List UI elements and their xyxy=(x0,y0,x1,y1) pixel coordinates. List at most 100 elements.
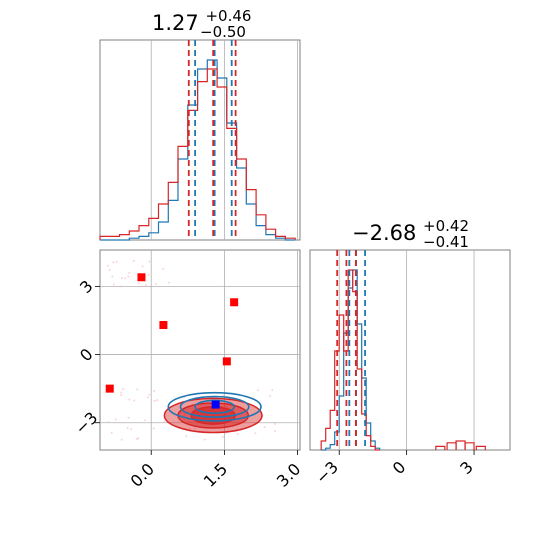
histogram-param-1-bars xyxy=(99,59,296,241)
faint-sample-top-17 xyxy=(108,268,111,271)
faint-sample-top-19 xyxy=(148,260,151,263)
faint-sample-56 xyxy=(135,437,138,440)
joint-faint-samples xyxy=(106,259,277,441)
blue-square-marker xyxy=(211,400,220,409)
faint-sample-3 xyxy=(120,393,123,396)
faint-sample-27 xyxy=(185,435,188,438)
x-tick-label-0: −3 xyxy=(312,457,342,487)
blue-contour-1 xyxy=(179,395,250,418)
histogram-param-2-quantile-lines xyxy=(336,250,366,450)
faint-sample-36 xyxy=(153,399,156,402)
histogram-param-2: −3 0 3 −2.68 +0.42 −0.41 xyxy=(309,217,511,488)
faint-sample-19 xyxy=(133,399,136,402)
histogram-param-2-x-ticks: −3 0 3 xyxy=(312,450,477,488)
joint-y-tick-label-2: 3 xyxy=(76,276,97,297)
histogram-param-2-title: −2.68 +0.42 xyxy=(352,217,469,245)
faint-sample-34 xyxy=(152,427,155,430)
joint-y-tick-label-1: 0 xyxy=(76,345,97,366)
title-1-upper: +0.46 xyxy=(205,7,251,25)
hist-red xyxy=(99,68,296,240)
faint-sample-57 xyxy=(120,438,123,441)
faint-sample-top-2 xyxy=(111,275,114,278)
joint-x-tick-label-0: 0.0 xyxy=(127,459,158,490)
histogram-param-2-frame xyxy=(309,249,511,451)
x-tick-label-2: 3 xyxy=(456,457,477,478)
joint-scatter-contour: 0.0 1.5 3.0 −3 0 3 xyxy=(71,249,304,491)
faint-sample-40 xyxy=(203,438,206,441)
histogram-param-1-grid xyxy=(150,40,298,240)
faint-sample-42 xyxy=(144,419,147,422)
faint-sample-top-6 xyxy=(155,283,158,286)
faint-sample-top-11 xyxy=(132,259,135,262)
hist-red xyxy=(320,269,380,451)
faint-sample-21 xyxy=(120,391,123,394)
faint-sample-top-12 xyxy=(162,267,165,270)
red-square-marker-0 xyxy=(105,384,114,393)
faint-sample-top-1 xyxy=(128,272,131,275)
red-square-marker-2 xyxy=(159,321,168,329)
faint-sample-41 xyxy=(163,421,166,424)
faint-sample-12 xyxy=(127,416,130,419)
joint-y-ticks: −3 0 3 xyxy=(71,276,101,438)
joint-x-tick-label-1: 1.5 xyxy=(200,459,231,490)
hist-red-tail-1 xyxy=(446,442,457,450)
faint-sample-6 xyxy=(221,435,224,438)
faint-sample-47 xyxy=(122,388,125,391)
faint-sample-5 xyxy=(156,399,159,402)
faint-sample-7 xyxy=(193,427,196,430)
faint-sample-50 xyxy=(128,398,131,401)
joint-markers xyxy=(105,273,239,409)
blue-contour-0 xyxy=(167,391,262,422)
histogram-param-1-title: 1.27 +0.46 xyxy=(152,7,251,35)
faint-sample-top-9 xyxy=(106,264,109,267)
title-1-value: 1.27 xyxy=(152,11,199,35)
joint-x-ticks: 0.0 1.5 3.0 xyxy=(127,450,304,491)
faint-sample-top-16 xyxy=(120,277,123,280)
faint-sample-top-21 xyxy=(115,260,118,263)
title-2-upper: +0.42 xyxy=(423,217,469,235)
faint-sample-top-14 xyxy=(112,261,115,264)
faint-sample-top-13 xyxy=(127,275,130,278)
histogram-param-1-frame xyxy=(99,39,301,241)
joint-contours xyxy=(163,391,263,434)
faint-sample-23 xyxy=(188,427,191,430)
faint-sample-38 xyxy=(269,394,272,397)
red-square-marker-4 xyxy=(230,298,239,307)
red-square-marker-3 xyxy=(222,357,231,366)
faint-sample-45 xyxy=(107,421,110,424)
faint-sample-55 xyxy=(146,396,149,399)
hist-blue xyxy=(100,59,296,241)
histogram-param-2-grid xyxy=(338,250,475,450)
histogram-param-1: 1.27 +0.46 −0.50 xyxy=(99,7,301,241)
title-2-lower: −0.41 xyxy=(423,233,469,251)
faint-sample-top-5 xyxy=(119,285,122,288)
hist-red-tail-2 xyxy=(455,440,466,450)
faint-sample-16 xyxy=(136,388,139,391)
faint-sample-35 xyxy=(236,433,239,436)
faint-sample-37 xyxy=(257,389,260,392)
faint-sample-13 xyxy=(274,430,277,433)
title-2-value: −2.68 xyxy=(352,221,416,245)
hist-red-tail-0 xyxy=(435,445,446,450)
histogram-param-2-bars xyxy=(320,269,486,451)
faint-sample-54 xyxy=(222,394,225,397)
faint-sample-top-7 xyxy=(137,282,140,285)
hist-red-tail-4 xyxy=(475,445,486,450)
hist-red-tail-3 xyxy=(464,442,475,450)
faint-sample-top-20 xyxy=(147,273,150,276)
faint-sample-22 xyxy=(148,393,151,396)
joint-y-tick-label-0: −3 xyxy=(71,408,101,438)
red-square-marker-1 xyxy=(137,273,146,282)
faint-sample-30 xyxy=(274,422,277,425)
faint-sample-28 xyxy=(114,418,117,421)
title-1-lower: −0.50 xyxy=(200,23,246,41)
faint-sample-top-3 xyxy=(124,277,127,280)
faint-sample-11 xyxy=(271,389,274,392)
joint-frame xyxy=(99,249,301,451)
faint-sample-top-15 xyxy=(112,283,115,286)
blue-contour-2 xyxy=(194,399,235,414)
faint-sample-44 xyxy=(153,389,156,392)
faint-sample-top-10 xyxy=(141,265,144,268)
x-tick-label-1: 0 xyxy=(389,457,410,478)
